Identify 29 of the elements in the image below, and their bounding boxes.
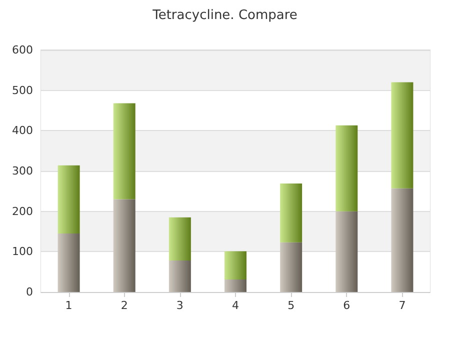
bar — [113, 103, 136, 200]
y-tick-label: 0 — [26, 286, 33, 298]
y-tick-label: 100 — [12, 245, 33, 258]
x-tick-label: 1 — [65, 299, 72, 312]
y-tick-label: 400 — [12, 124, 33, 138]
bar — [224, 279, 246, 292]
x-tick-label: 4 — [232, 299, 239, 312]
x-tick-label: 3 — [176, 299, 184, 312]
x-tick-label: 5 — [288, 299, 295, 312]
bar — [336, 211, 358, 292]
bar — [391, 188, 414, 292]
bar — [280, 242, 302, 292]
bar — [58, 165, 80, 234]
bar — [168, 260, 191, 292]
bar — [224, 251, 246, 280]
y-tick-label: 500 — [12, 84, 33, 97]
bar — [58, 234, 80, 292]
bar — [336, 125, 358, 212]
y-tick-label: 600 — [12, 44, 33, 56]
bar — [168, 217, 191, 261]
x-tick-label: 6 — [343, 299, 350, 312]
bar — [280, 184, 302, 242]
y-tick-label: 300 — [12, 164, 33, 178]
chart-title: Tetracycline. Compare — [152, 8, 298, 23]
bar — [113, 199, 136, 292]
x-tick-label: 7 — [398, 299, 406, 312]
bar — [391, 82, 414, 188]
y-tick-label: 200 — [12, 204, 33, 218]
x-tick-label: 2 — [120, 299, 128, 312]
